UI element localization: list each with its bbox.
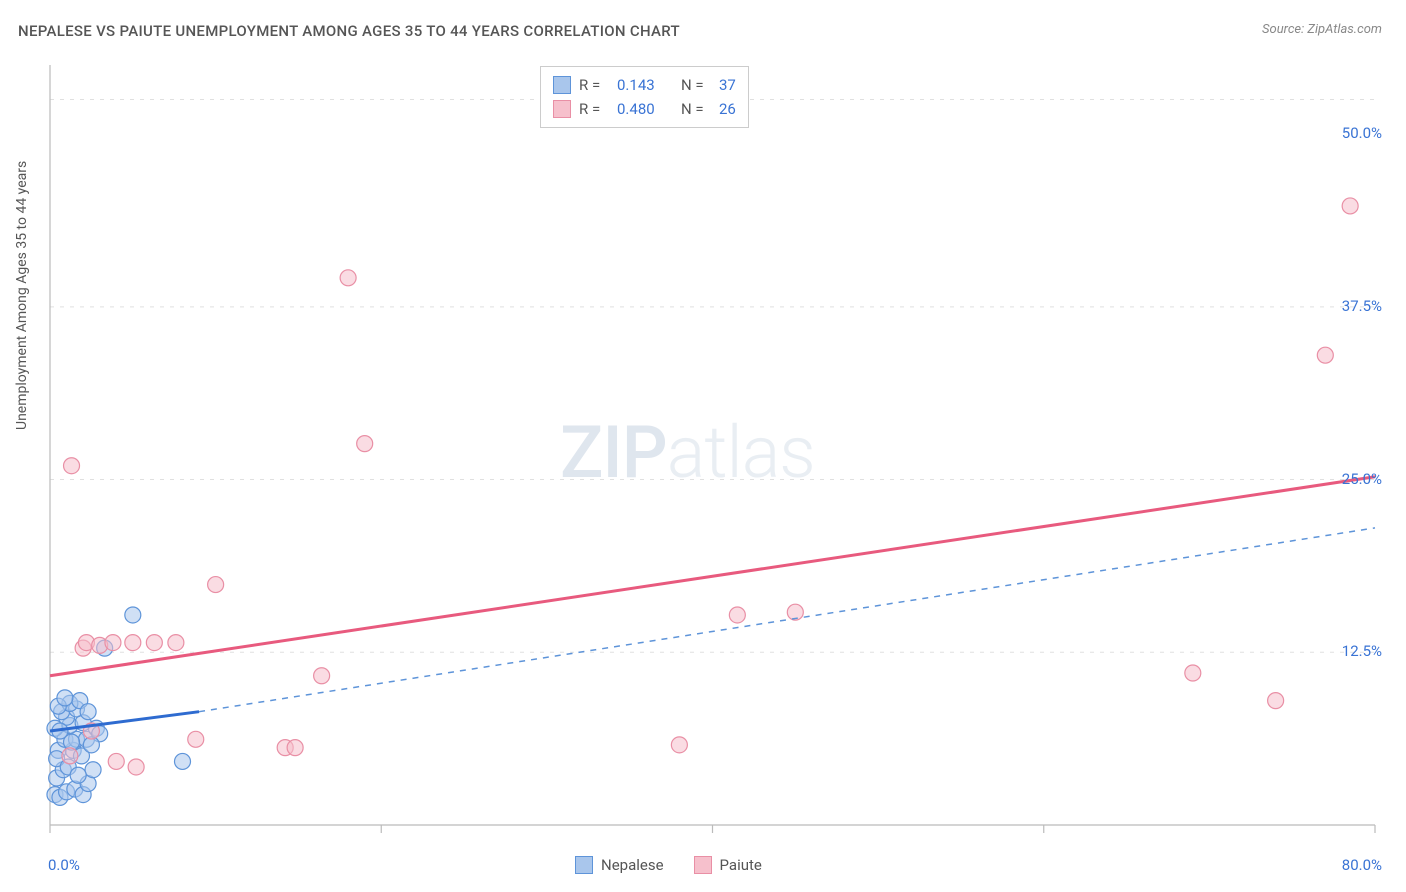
- chart-title: NEPALESE VS PAIUTE UNEMPLOYMENT AMONG AG…: [18, 22, 680, 40]
- data-point: [729, 607, 745, 623]
- legend-item-paiute: Paiute: [694, 856, 762, 874]
- data-point: [671, 737, 687, 753]
- legend-n-value-nepalese: 37: [719, 76, 736, 94]
- legend-row-paiute: R = 0.480 N = 26: [553, 97, 736, 121]
- legend-n-label: N =: [681, 100, 711, 118]
- legend-item-nepalese: Nepalese: [575, 856, 664, 874]
- data-point: [340, 270, 356, 286]
- legend-label: Nepalese: [601, 856, 664, 874]
- data-point: [146, 635, 162, 651]
- y-axis-label: Unemployment Among Ages 35 to 44 years: [14, 161, 30, 430]
- data-point: [1268, 693, 1284, 709]
- data-point: [357, 436, 373, 452]
- y-tick-label: 50.0%: [1342, 124, 1382, 142]
- legend-label: Paiute: [720, 856, 762, 874]
- swatch-nepalese: [575, 856, 593, 874]
- data-point: [287, 740, 303, 756]
- data-point: [175, 753, 191, 769]
- data-point: [1342, 198, 1358, 214]
- series-legend: Nepalese Paiute: [575, 856, 762, 874]
- x-axis-min-label: 0.0%: [48, 856, 80, 874]
- data-point: [168, 635, 184, 651]
- data-point: [1317, 347, 1333, 363]
- data-point: [125, 607, 141, 623]
- data-point: [188, 731, 204, 747]
- data-point: [314, 668, 330, 684]
- correlation-legend: R = 0.143 N = 37 R = 0.480 N = 26: [540, 66, 749, 128]
- legend-r-value-paiute: 0.480: [617, 100, 673, 118]
- swatch-nepalese: [553, 76, 571, 94]
- legend-n-value-paiute: 26: [719, 100, 736, 118]
- data-point: [125, 635, 141, 651]
- source-attribution: Source: ZipAtlas.com: [1262, 22, 1382, 37]
- swatch-paiute: [694, 856, 712, 874]
- data-point: [208, 577, 224, 593]
- data-point: [80, 704, 96, 720]
- data-point: [62, 748, 78, 764]
- swatch-paiute: [553, 100, 571, 118]
- data-point: [128, 759, 144, 775]
- legend-row-nepalese: R = 0.143 N = 37: [553, 73, 736, 97]
- legend-r-label: R =: [579, 100, 609, 118]
- y-tick-label: 12.5%: [1342, 642, 1382, 660]
- data-point: [105, 635, 121, 651]
- data-point: [64, 458, 80, 474]
- scatter-chart: [45, 55, 1385, 865]
- y-tick-label: 37.5%: [1342, 297, 1382, 315]
- data-point: [57, 690, 73, 706]
- data-point: [85, 762, 101, 778]
- legend-r-label: R =: [579, 76, 609, 94]
- legend-n-label: N =: [681, 76, 711, 94]
- y-tick-label: 25.0%: [1342, 470, 1382, 488]
- data-point: [108, 753, 124, 769]
- x-axis-max-label: 80.0%: [1342, 856, 1382, 874]
- legend-r-value-nepalese: 0.143: [617, 76, 673, 94]
- data-point: [1185, 665, 1201, 681]
- data-point: [70, 767, 86, 783]
